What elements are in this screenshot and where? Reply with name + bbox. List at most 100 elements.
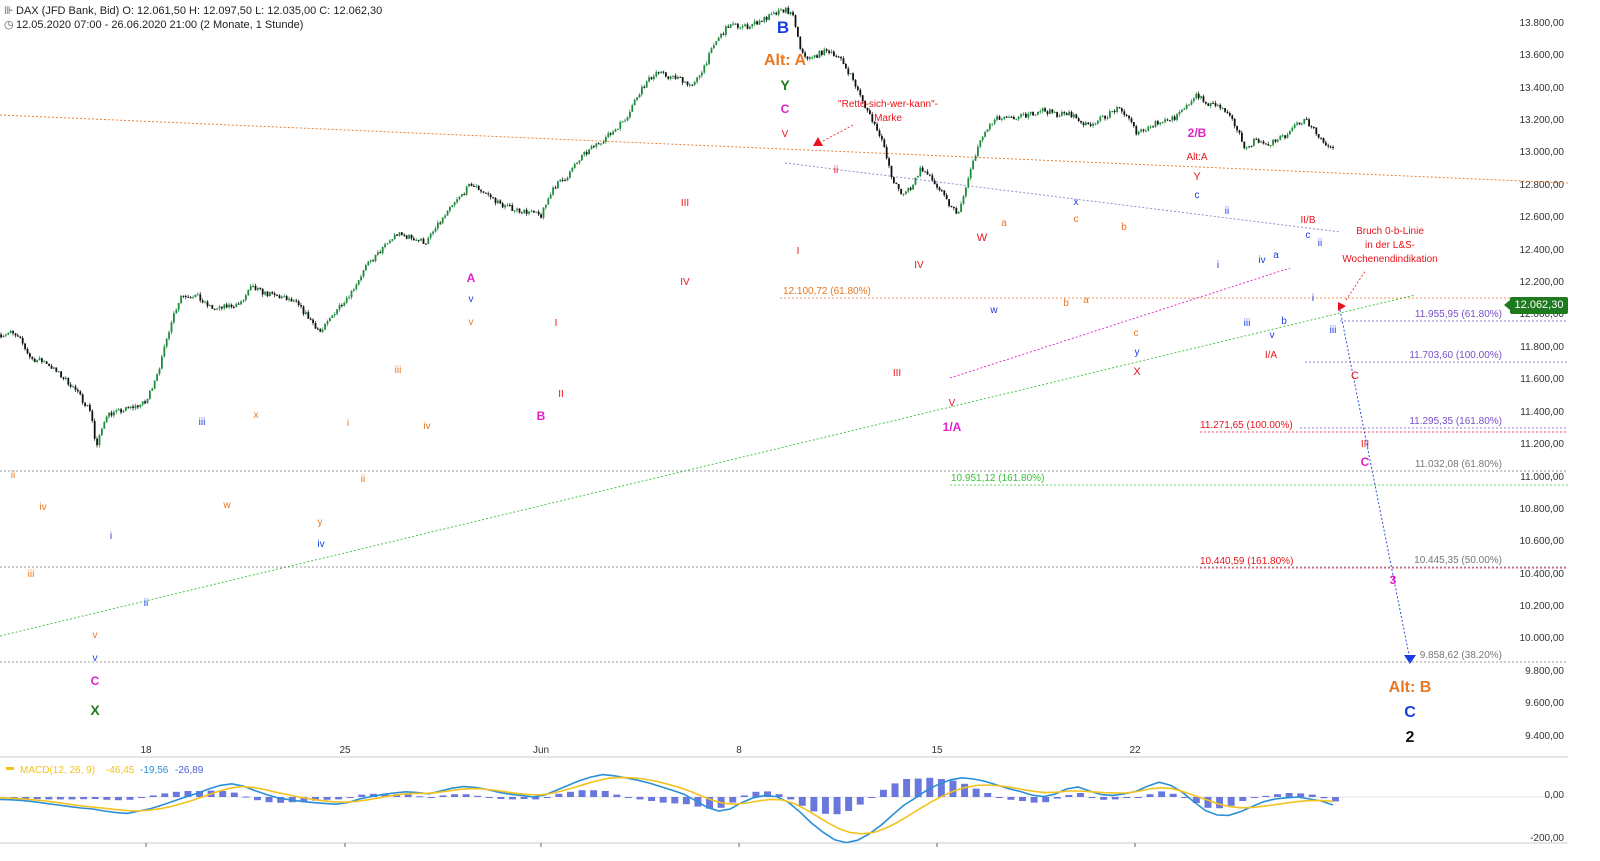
macd-hist-bar xyxy=(810,797,818,812)
candle-body xyxy=(986,129,989,132)
candle-body xyxy=(254,285,257,290)
candle-body xyxy=(1077,118,1080,122)
candle-body xyxy=(72,386,74,388)
candle-body xyxy=(950,206,953,208)
candle-body xyxy=(1301,123,1303,125)
candle-body xyxy=(485,192,487,194)
candle-body xyxy=(765,17,768,20)
candle-body xyxy=(283,296,286,298)
candle-body xyxy=(998,116,1001,120)
fib-level-label: 10.951,12 (161.80%) xyxy=(951,473,1044,484)
macd-hist-bar xyxy=(856,797,864,805)
candle-body xyxy=(360,276,362,281)
candle-body xyxy=(540,214,542,218)
candle-body xyxy=(823,49,826,55)
wave-label: C xyxy=(1361,455,1370,469)
instrument-quote: DAX (JFD Bank, Bid) O: 12.061,50 H: 12.0… xyxy=(16,5,383,17)
macd-hist-bar xyxy=(219,791,227,797)
candle-body xyxy=(65,377,67,379)
wave-label: X xyxy=(1133,366,1141,378)
candle-body xyxy=(1193,98,1195,102)
macd-hist-bar xyxy=(138,797,146,798)
candle-body xyxy=(727,26,730,28)
macd-hist-bar xyxy=(1204,797,1212,808)
candle-body xyxy=(809,57,811,59)
macd-hist-bar xyxy=(845,797,853,811)
candle-body xyxy=(393,234,396,240)
candle-body xyxy=(1130,118,1133,123)
candle-body xyxy=(216,308,218,310)
y-tick-label: 13.000,00 xyxy=(1520,147,1565,158)
candle-body xyxy=(926,171,929,175)
wave-label: 1/A xyxy=(943,420,962,434)
candle-body xyxy=(552,187,554,195)
y-tick-label: 9.400,00 xyxy=(1525,731,1564,742)
macd-hist-bar xyxy=(671,797,679,804)
candle-body xyxy=(449,207,451,211)
candle-body xyxy=(105,416,108,423)
wave-label: iii xyxy=(1330,325,1337,336)
candle-body xyxy=(1322,138,1325,143)
signal-line xyxy=(0,776,1334,835)
candle-body xyxy=(240,301,242,305)
candle-body xyxy=(158,368,161,375)
candle-body xyxy=(1207,103,1210,106)
candle-body xyxy=(1085,122,1087,126)
candle-body xyxy=(924,171,926,173)
y-tick-label: 13.600,00 xyxy=(1520,50,1565,61)
candle-body xyxy=(638,94,641,98)
candle-body xyxy=(252,285,254,287)
candle-body xyxy=(357,280,360,285)
wave-label: Marke xyxy=(874,113,902,124)
macd-hist-bar xyxy=(984,793,992,797)
candle-body xyxy=(453,202,456,206)
y-tick-label: 11.000,00 xyxy=(1520,472,1564,483)
candle-body xyxy=(230,304,233,308)
y-tick-label: 13.800,00 xyxy=(1520,18,1565,29)
wave-label: iii xyxy=(28,569,35,580)
candle-body xyxy=(55,367,58,372)
candle-body xyxy=(1274,139,1277,142)
wave-label: x xyxy=(1074,197,1079,208)
macd-hist-bar xyxy=(451,794,459,797)
y-tick-label: 12.200,00 xyxy=(1520,277,1565,288)
candle-body xyxy=(228,304,230,308)
candle-body xyxy=(381,247,384,254)
candle-body xyxy=(878,130,881,136)
candle-body xyxy=(828,50,830,54)
candle-body xyxy=(929,174,931,176)
wave-label: "Rette-sich-wer-kann"- xyxy=(838,99,938,110)
candle-body xyxy=(14,333,17,336)
candle-body xyxy=(333,314,336,316)
candle-body xyxy=(324,323,326,330)
macd-hist-bar xyxy=(1123,797,1131,798)
candle-body xyxy=(139,404,142,408)
candle-body xyxy=(1118,107,1121,109)
candle-body xyxy=(29,353,31,358)
candle-body xyxy=(763,17,766,22)
y-tick-label: 10.000,00 xyxy=(1520,633,1565,644)
candle-body xyxy=(1017,116,1020,120)
candle-body xyxy=(1257,139,1260,143)
candle-body xyxy=(506,205,509,207)
candle-body xyxy=(600,143,602,145)
wave-label: V xyxy=(782,129,789,140)
candle-body xyxy=(792,12,794,16)
candle-body xyxy=(41,358,43,362)
candle-body xyxy=(614,129,617,132)
candle-body xyxy=(108,412,110,417)
macd-hist-bar xyxy=(1076,793,1084,797)
candle-body xyxy=(141,401,144,405)
candle-body xyxy=(259,288,262,290)
macd-legend-swatch xyxy=(6,767,14,770)
candle-body xyxy=(1317,134,1320,138)
candle-body xyxy=(1305,118,1308,120)
macd-hist-bar xyxy=(590,790,598,797)
macd-hist-bar xyxy=(1274,794,1281,797)
candle-body xyxy=(1171,116,1174,121)
candle-body xyxy=(269,292,271,297)
wave-label: III xyxy=(1361,439,1369,450)
candle-body xyxy=(528,211,530,214)
candle-body xyxy=(1087,122,1090,125)
